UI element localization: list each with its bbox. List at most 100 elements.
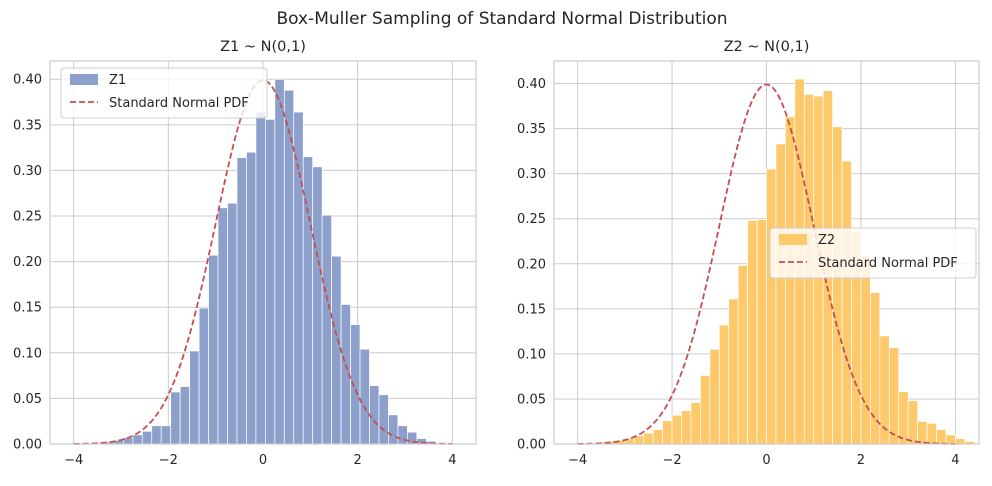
histogram-bar xyxy=(662,420,673,445)
histogram-bar xyxy=(217,207,228,445)
histogram-bar xyxy=(246,151,257,445)
histogram-bar xyxy=(775,143,786,445)
histogram-bar xyxy=(236,157,247,445)
y-tick-label: 0.05 xyxy=(13,392,42,407)
histogram-bar xyxy=(160,425,172,445)
y-tick-label: 0.40 xyxy=(13,73,42,88)
histogram-bar xyxy=(198,307,209,445)
histogram-bar xyxy=(397,425,408,445)
histogram-bar xyxy=(955,438,966,445)
y-tick-label: 0.25 xyxy=(13,210,42,225)
histogram-bar xyxy=(709,349,720,445)
histogram-bar xyxy=(898,391,909,445)
histogram-bar xyxy=(907,400,918,445)
standard-normal-pdf-line xyxy=(577,83,956,445)
histogram-bar xyxy=(312,166,323,445)
histogram-bar xyxy=(274,78,285,445)
y-tick-label: 0.00 xyxy=(517,438,546,453)
x-tick-label: 2 xyxy=(354,453,362,468)
histogram-bar xyxy=(170,391,181,445)
histogram-bar xyxy=(132,434,143,445)
x-tick-label: −2 xyxy=(159,453,178,468)
y-tick-label: 0.20 xyxy=(13,255,42,270)
histogram-bar xyxy=(860,255,871,445)
x-tick-label: 4 xyxy=(951,453,959,468)
histogram-bar xyxy=(255,111,266,445)
histogram-bar xyxy=(283,89,295,445)
histogram-bar xyxy=(652,429,663,445)
legend-histogram-swatch xyxy=(779,234,807,245)
x-tick-label: −4 xyxy=(568,453,587,468)
legend-box xyxy=(60,67,268,119)
histogram-bar xyxy=(331,255,342,445)
histogram-bar xyxy=(747,220,758,445)
x-tick-label: 0 xyxy=(762,453,770,468)
legend-label-pdf: Standard Normal PDF xyxy=(818,256,958,271)
y-tick-label: 0.20 xyxy=(517,257,546,272)
x-tick-label: −2 xyxy=(662,453,681,468)
histogram-bar xyxy=(888,347,900,445)
panel-title: Z1 ~ N(0,1) xyxy=(220,39,306,55)
histogram-bar xyxy=(189,350,200,445)
histogram-bar xyxy=(227,202,238,445)
histogram-bar xyxy=(141,430,153,445)
y-tick-label: 0.05 xyxy=(517,392,546,407)
histogram-bar xyxy=(388,414,399,445)
histogram-bar xyxy=(151,425,162,445)
histogram-bar xyxy=(369,385,380,445)
y-tick-label: 0.10 xyxy=(13,346,42,361)
histogram-bar xyxy=(926,422,937,445)
y-tick-label: 0.10 xyxy=(517,347,546,362)
plot-frame xyxy=(49,60,477,445)
histogram-bar xyxy=(293,111,304,445)
histogram-bar xyxy=(917,421,928,445)
histogram-bar xyxy=(841,160,852,445)
y-tick-label: 0.15 xyxy=(13,301,42,316)
histogram-bar xyxy=(179,386,190,445)
histogram-bar xyxy=(728,298,739,445)
y-tick-label: 0.35 xyxy=(517,122,546,137)
x-tick-label: 2 xyxy=(857,453,865,468)
legend-label-pdf: Standard Normal PDF xyxy=(109,96,249,111)
y-tick-label: 0.15 xyxy=(517,302,546,317)
z2-histogram-panel: −4 −2 0 2 4 0.00 0.05 0.10 0.15 0.20 0.25 0.30 0.35 0… xyxy=(517,39,985,468)
histogram-bar xyxy=(643,432,654,445)
histogram-bar xyxy=(700,375,711,445)
histogram-bar xyxy=(265,119,276,445)
histogram-bar xyxy=(378,394,389,445)
y-tick-label: 0.00 xyxy=(13,438,42,453)
y-tick-label: 0.35 xyxy=(13,118,42,133)
histogram-bar xyxy=(766,168,777,445)
legend-box xyxy=(769,227,977,279)
legend: Z1 Standard Normal PDF xyxy=(60,67,268,119)
histogram-bar xyxy=(945,434,956,445)
histogram-bar xyxy=(718,324,730,445)
x-tick-label: 0 xyxy=(259,453,267,468)
histogram-bar xyxy=(832,126,843,445)
y-tick-label: 0.40 xyxy=(517,77,546,92)
legend-label-histogram: Z1 xyxy=(109,73,126,88)
legend-histogram-swatch xyxy=(70,74,98,85)
plot-frame xyxy=(553,60,980,445)
figure-title: Box-Muller Sampling of Standard Normal D… xyxy=(276,9,727,29)
histogram-bar xyxy=(321,214,332,445)
histogram-bar xyxy=(681,410,692,445)
legend: Z2 Standard Normal PDF xyxy=(769,227,977,279)
histogram-bar xyxy=(737,265,748,445)
standard-normal-pdf-line xyxy=(73,79,453,445)
legend-label-histogram: Z2 xyxy=(818,233,835,248)
x-tick-label: 4 xyxy=(448,453,456,468)
histogram-bar xyxy=(671,414,682,445)
histogram-bar xyxy=(785,116,796,445)
x-tick-label: −4 xyxy=(64,453,83,468)
histogram-bar xyxy=(690,402,701,445)
z1-histogram-panel: −4 −2 0 2 4 0.00 0.05 0.10 0.15 0.20 0.25 0.30 0.35 0… xyxy=(13,39,477,468)
y-tick-label: 0.25 xyxy=(517,212,546,227)
histogram-bar xyxy=(359,348,370,445)
histogram-bar xyxy=(756,219,767,445)
histogram-bar xyxy=(350,324,361,445)
y-tick-label: 0.30 xyxy=(13,164,42,179)
panel-title: Z2 ~ N(0,1) xyxy=(724,39,810,55)
histogram-bar xyxy=(936,429,947,445)
